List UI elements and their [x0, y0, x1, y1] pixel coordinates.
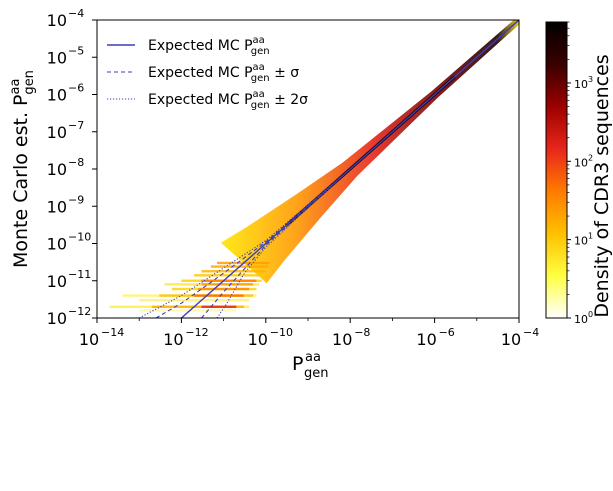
- y-axis-title-text: Monte Carlo est. Paagen: [8, 70, 37, 268]
- y-tick-label: 10: [47, 235, 67, 254]
- x-tick-exponent: −12: [185, 326, 208, 339]
- y-axis-title: Monte Carlo est. Paagen: [8, 70, 37, 268]
- colorbar-tick-label: 10: [574, 235, 588, 248]
- colorbar-tick-exponent: 2: [588, 153, 593, 162]
- y-tick-exponent: −10: [68, 231, 91, 244]
- legend-label: Expected MC Paa gen: [148, 35, 270, 57]
- y-tick-exponent: −8: [68, 156, 84, 169]
- expected-lines: [138, 20, 519, 318]
- density-streak: [201, 279, 257, 282]
- x-axis-title-sup: aa: [305, 350, 321, 365]
- x-axis-title: P aa gen: [292, 350, 329, 381]
- y-tick-label: 10: [47, 11, 67, 30]
- density-streak: [198, 287, 250, 291]
- y-tick-exponent: −9: [68, 193, 84, 206]
- colorbar-tick-exponent: 1: [588, 232, 593, 241]
- y-tick-label: 10: [47, 48, 67, 67]
- y-tick-label: 10: [47, 309, 67, 328]
- colorbar-tick-exponent: 0: [588, 310, 593, 319]
- y-tick-label: 10: [47, 272, 67, 291]
- density-streak: [151, 305, 244, 308]
- legend-label: Expected MC Paa gen ± σ: [148, 62, 299, 84]
- y-tick-label: 10: [47, 123, 67, 142]
- y-axis-title-base: P: [10, 95, 32, 106]
- density-streak: [139, 299, 250, 302]
- x-tick-exponent: −6: [439, 326, 455, 339]
- y-tick-exponent: −12: [68, 305, 91, 318]
- x-tick-label: 10: [79, 330, 99, 349]
- y-tick-label: 10: [47, 160, 67, 179]
- y-tick-exponent: −6: [68, 82, 84, 95]
- series-line-dotted: [138, 20, 519, 318]
- x-axis: 10 −14 10 −12 10 −10 10 −8 10 −6 10 −4: [79, 318, 539, 349]
- colorbar-tick-label: 10: [574, 313, 588, 326]
- y-tick-exponent: −11: [68, 268, 91, 281]
- x-tick-label: 10: [332, 330, 352, 349]
- y-axis-title-sup: aa: [8, 79, 23, 95]
- y-axis-title-prefix: Monte Carlo est.: [10, 106, 32, 268]
- y-tick-exponent: −5: [68, 44, 84, 57]
- colorbar-tick-label: 10: [574, 156, 588, 169]
- x-tick-label: 10: [248, 330, 268, 349]
- y-tick-label: 10: [47, 86, 67, 105]
- density-heatmap: [109, 20, 519, 312]
- legend: Expected MC Paa gen Expected MC Paa gen ± σ…: [107, 35, 308, 111]
- x-tick-exponent: −8: [354, 326, 370, 339]
- x-axis-title-sub: gen: [304, 366, 329, 381]
- density-streak: [139, 309, 237, 312]
- legend-label: Expected MC Paa gen ± 2σ: [148, 89, 308, 111]
- colorbar-tick-label: 10: [574, 78, 588, 91]
- colorbar-label: Density of CDR3 sequences: [591, 54, 613, 317]
- x-axis-title-base: P: [292, 353, 303, 375]
- x-tick-exponent: −4: [523, 326, 539, 339]
- y-axis-title-sub: gen: [22, 70, 37, 95]
- x-tick-exponent: −10: [270, 326, 293, 339]
- density-streak: [201, 283, 254, 286]
- x-tick-exponent: −14: [101, 326, 124, 339]
- colorbar-tick-exponent: 3: [588, 75, 593, 84]
- x-tick-label: 10: [163, 330, 183, 349]
- colorbar: [545, 21, 568, 319]
- x-tick-label: 10: [501, 330, 521, 349]
- x-tick-label: 10: [416, 330, 436, 349]
- y-tick-exponent: −4: [68, 7, 84, 20]
- series-line-dashed: [201, 20, 519, 318]
- density-streak: [201, 305, 237, 308]
- density-streak: [194, 294, 244, 297]
- y-tick-exponent: −7: [68, 119, 84, 132]
- y-tick-label: 10: [47, 197, 67, 216]
